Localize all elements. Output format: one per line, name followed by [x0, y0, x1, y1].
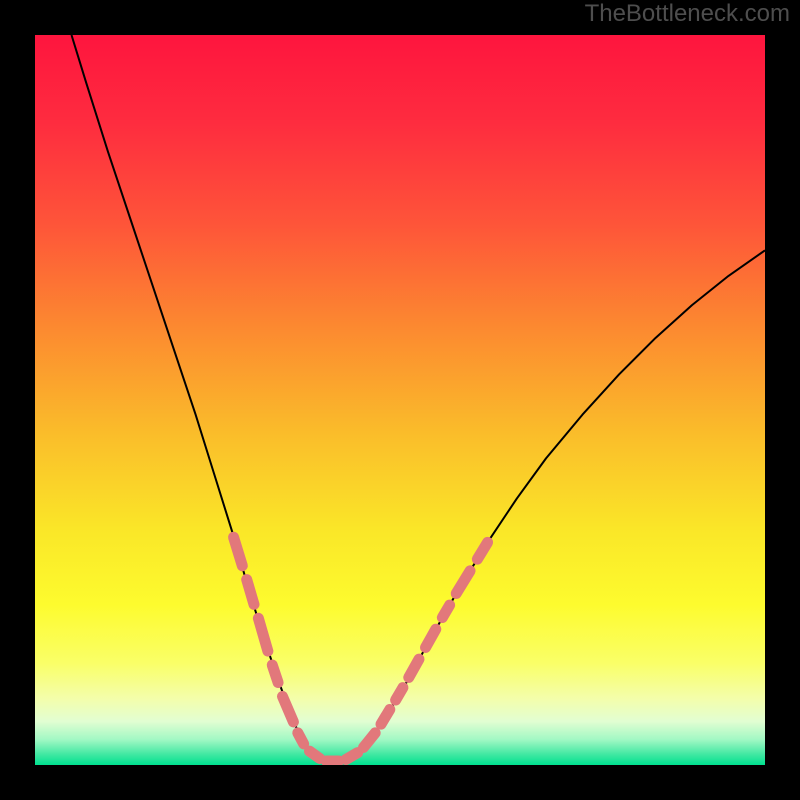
dash-segment	[272, 665, 278, 683]
plot-area	[35, 35, 765, 765]
dash-segment	[346, 753, 358, 760]
dash-segment	[396, 688, 403, 700]
dash-segment	[309, 751, 319, 758]
watermark-text: TheBottleneck.com	[585, 0, 790, 28]
dash-segment	[442, 605, 449, 617]
dash-segment	[298, 733, 304, 744]
gradient-background	[35, 35, 765, 765]
bottleneck-chart	[35, 35, 765, 765]
dash-segment	[247, 580, 254, 605]
chart-stage: TheBottleneck.com	[0, 0, 800, 800]
dash-segment	[381, 710, 390, 725]
